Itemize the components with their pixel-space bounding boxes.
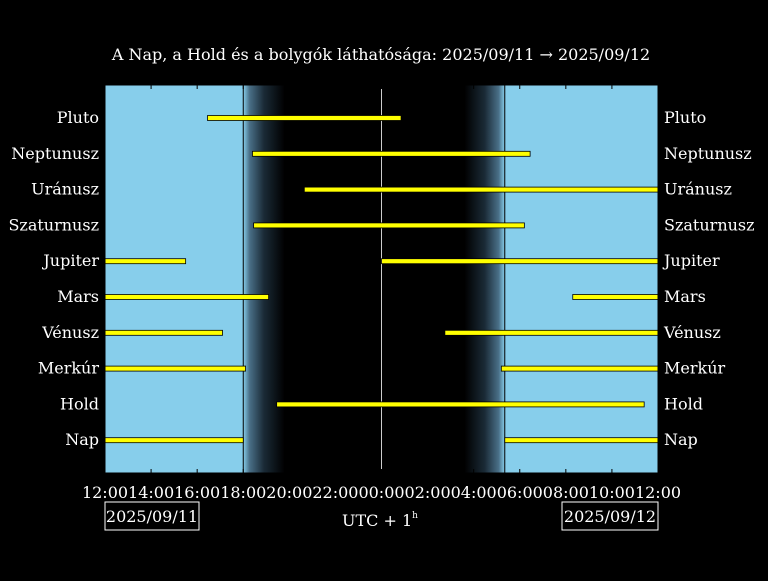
x-tick-label-12: 10:00 [589, 483, 635, 502]
row-label-left-3: Uránusz [31, 180, 99, 199]
visibility-bar-mars-2 [572, 294, 659, 300]
row-label-right-8: Merkúr [664, 359, 726, 378]
row-label-right-1: Pluto [664, 108, 706, 127]
row-label-right-7: Vénusz [663, 323, 721, 342]
visibility-bar-merkúr-2 [500, 365, 659, 372]
x-tick-label-13: 12:00 [635, 483, 681, 502]
row-label-left-10: Nap [65, 430, 99, 449]
visibility-bar-pluto-1 [207, 115, 402, 121]
date-left-label: 2025/09/11 [106, 507, 198, 526]
visibility-bar-mars-1 [104, 294, 269, 300]
visibility-bar-jupiter-2 [381, 258, 659, 265]
x-axis-label: UTC + 1h [342, 511, 418, 530]
visibility-bar-nap-2 [504, 437, 659, 444]
visibility-bar-jupiter-1 [104, 258, 187, 265]
day-sky-region-evening [105, 85, 244, 473]
visibility-bar-merkúr-1 [104, 365, 246, 372]
x-tick-label-8: 02:00 [405, 483, 451, 502]
x-tick-label-10: 06:00 [497, 483, 543, 502]
x-tick-label-4: 18:00 [220, 483, 266, 502]
row-label-left-5: Jupiter [41, 251, 99, 270]
x-tick-label-11: 08:00 [543, 483, 589, 502]
row-label-right-10: Nap [664, 430, 698, 449]
row-label-right-4: Szaturnusz [664, 215, 755, 234]
x-tick-label-5: 20:00 [266, 483, 312, 502]
x-tick-label-2: 14:00 [128, 483, 174, 502]
visibility-bar-uránusz-1 [303, 186, 659, 193]
date-right-label: 2025/09/12 [564, 507, 656, 526]
x-axis-label-main: UTC + 1 [342, 511, 412, 530]
x-tick-label-7: 00:00 [358, 483, 404, 502]
row-label-left-6: Mars [57, 287, 99, 306]
plot-frame [104, 84, 659, 474]
dawn-twilight-region [464, 85, 505, 473]
visibility-bar-vénusz-1 [104, 329, 223, 336]
row-label-right-2: Neptunusz [664, 144, 752, 163]
row-label-right-9: Hold [664, 394, 703, 413]
x-tick-label-9: 04:00 [451, 483, 497, 502]
date-left-box [104, 501, 200, 531]
visibility-bar-nap-1 [104, 437, 244, 444]
date-right-box [561, 501, 659, 531]
row-label-right-6: Mars [664, 287, 706, 306]
row-label-left-8: Merkúr [38, 359, 100, 378]
visibility-bar-neptunusz-1 [252, 150, 531, 157]
visibility-bar-hold-1 [276, 401, 645, 408]
row-label-left-9: Hold [60, 394, 99, 413]
row-label-right-3: Uránusz [664, 180, 732, 199]
visibility-bar-vénusz-2 [444, 329, 659, 336]
dusk-twilight-region [243, 85, 285, 473]
row-label-left-2: Neptunusz [11, 144, 99, 163]
x-axis-label-sup: h [412, 511, 418, 521]
row-label-right-5: Jupiter [662, 251, 720, 270]
row-label-left-4: Szaturnusz [8, 215, 99, 234]
x-tick-label-3: 16:00 [174, 483, 220, 502]
x-tick-label-1: 12:00 [82, 483, 128, 502]
chart-title: A Nap, a Hold és a bolygók láthatósága: … [111, 45, 650, 64]
row-label-left-1: Pluto [57, 108, 99, 127]
day-sky-region-morning [504, 85, 658, 473]
x-tick-label-6: 22:00 [312, 483, 358, 502]
row-label-left-7: Vénusz [41, 323, 99, 342]
visibility-bar-szaturnusz-1 [253, 222, 525, 229]
